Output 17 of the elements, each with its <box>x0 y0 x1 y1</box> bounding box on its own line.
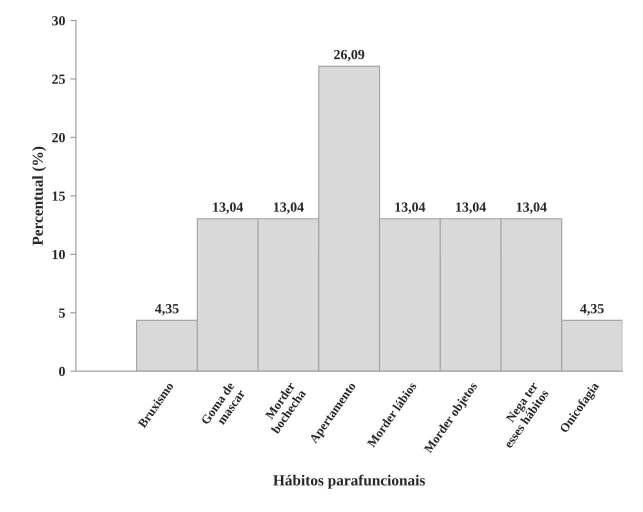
data-label: 13,04 <box>516 202 547 214</box>
data-label: 13,04 <box>395 202 426 214</box>
data-label: 26,09 <box>334 50 364 62</box>
y-axis-title: Percentual (%) <box>32 146 46 246</box>
x-axis-title: Hábitos parafuncionais <box>273 474 425 489</box>
data-label: 13,04 <box>213 202 244 214</box>
y-tick-label: 0 <box>59 366 65 376</box>
y-tick-label: 25 <box>52 74 65 84</box>
y-tick-label: 15 <box>52 191 65 201</box>
y-tick-label: 5 <box>59 308 65 318</box>
data-label: 4,35 <box>155 304 179 316</box>
y-tick-label: 10 <box>52 250 65 260</box>
y-tick-label: 20 <box>52 132 65 142</box>
y-tick-label: 30 <box>52 16 65 26</box>
data-label: 4,35 <box>580 304 604 316</box>
data-label: 13,04 <box>274 202 304 214</box>
data-label: 13,04 <box>456 202 486 214</box>
